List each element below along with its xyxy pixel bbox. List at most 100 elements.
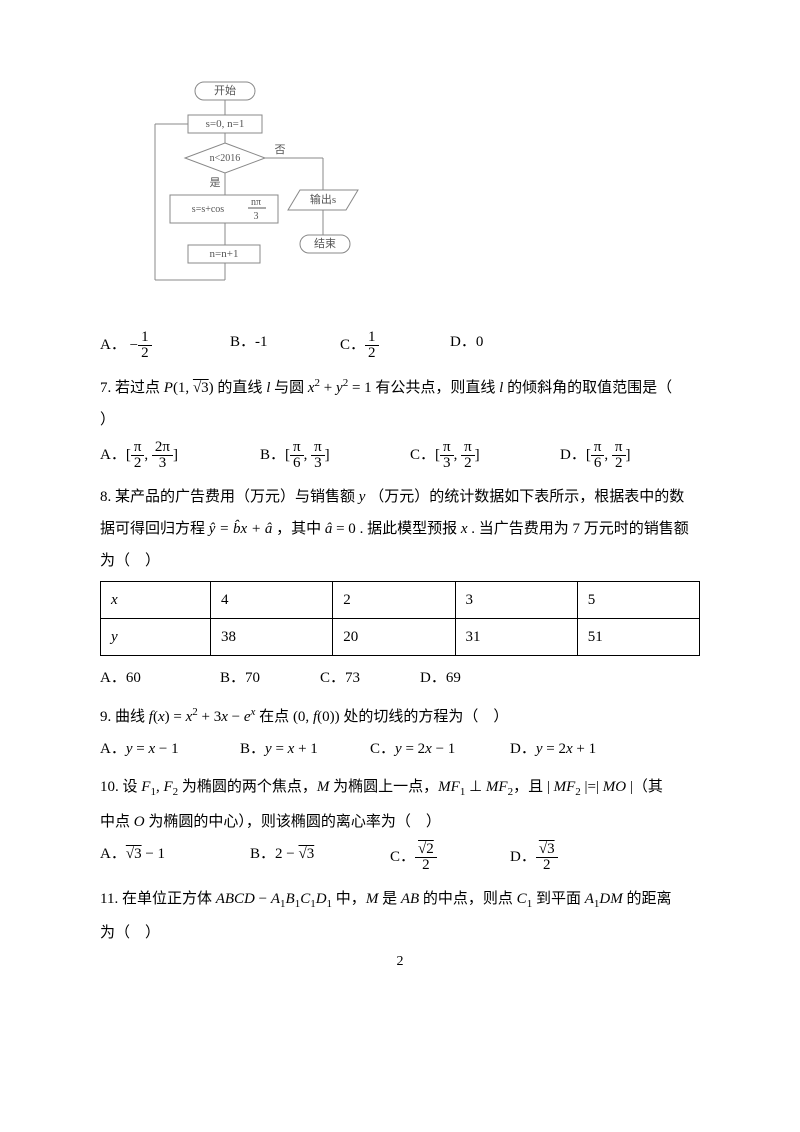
q6-a-label: A． bbox=[100, 337, 126, 353]
q7-t3: 与圆 bbox=[270, 380, 308, 396]
fc-end: 结束 bbox=[314, 237, 336, 250]
q11-m: M bbox=[366, 891, 379, 907]
q9-t1: 9. 曲线 bbox=[100, 709, 149, 725]
q10-c-label: C． bbox=[390, 849, 415, 865]
q10-line2: 中点 O 为椭圆的中心），则该椭圆的离心率为（ ） bbox=[100, 810, 700, 834]
q7-a-n2: 2π bbox=[152, 440, 173, 456]
q6-a-den: 2 bbox=[138, 346, 152, 361]
q8-t3: 据可得回归方程 bbox=[100, 521, 209, 537]
fc-body-num: nπ bbox=[251, 197, 261, 208]
q8-a: A．60 bbox=[100, 666, 220, 690]
fc-no: 否 bbox=[275, 144, 286, 156]
q8-line1: 8. 某产品的广告费用（万元）与销售额 y （万元）的统计数据如下表所示，根据表… bbox=[100, 485, 700, 509]
q6-c: C．12 bbox=[340, 330, 450, 361]
q8-table: x 4 2 3 5 y 38 20 31 51 bbox=[100, 581, 700, 656]
q9-stem: 9. 曲线 f(x) = x2 + 3x − ex 在点 (0, f(0)) 处… bbox=[100, 704, 700, 729]
cell: 31 bbox=[455, 619, 577, 656]
q7-c-d1: 3 bbox=[440, 456, 454, 471]
q9-a-label: A． bbox=[100, 741, 126, 757]
cell: 2 bbox=[333, 582, 455, 619]
q10-c-den: 2 bbox=[415, 858, 437, 873]
q6-a: A． −12 bbox=[100, 330, 230, 361]
q9-c-label: C． bbox=[370, 741, 395, 757]
q6-b-val: -1 bbox=[255, 334, 268, 350]
q9-t2: 在点 bbox=[255, 709, 293, 725]
q8-x: x bbox=[461, 521, 468, 537]
q7-c-label: C． bbox=[410, 447, 435, 463]
cell: 4 bbox=[211, 582, 333, 619]
q9-t3: 处的切线的方程为（ ） bbox=[340, 709, 509, 725]
q9-b: B．y = x + 1 bbox=[240, 737, 370, 761]
q10-t4: ，且 bbox=[513, 779, 547, 795]
q7-d-n1: π bbox=[591, 440, 605, 456]
q11-line1: 11. 在单位正方体 ABCD − A1B1C1D1 中，M 是 AB 的中点，… bbox=[100, 887, 700, 914]
q8-c: C．73 bbox=[320, 666, 420, 690]
q7-a: A．[π2, 2π3] bbox=[100, 440, 260, 471]
q7-b: B．[π6, π3] bbox=[260, 440, 410, 471]
q10-c: C．√22 bbox=[390, 842, 510, 873]
flowchart-diagram: 开始 s=0, n=1 n<2016 否 是 s=s+cos nπ 3 输出s … bbox=[140, 80, 700, 310]
q7-c-d2: 2 bbox=[461, 456, 475, 471]
q10-line1: 10. 设 F1, F2 为椭圆的两个焦点，M 为椭圆上一点，MF1 ⊥ MF2… bbox=[100, 775, 700, 802]
cell: 38 bbox=[211, 619, 333, 656]
q11-ab: AB bbox=[401, 891, 419, 907]
q7-b-n2: π bbox=[311, 440, 325, 456]
q9-d-label: D． bbox=[510, 741, 536, 757]
q8-line2: 据可得回归方程 ŷ = b̂x + â ，其中 â = 0 . 据此模型预报 x… bbox=[100, 517, 700, 541]
fc-init: s=0, n=1 bbox=[206, 118, 245, 130]
q6-d: D．0 bbox=[450, 330, 483, 361]
q8-t1: 8. 某产品的广告费用（万元）与销售额 bbox=[100, 489, 359, 505]
q10-d-label: D． bbox=[510, 849, 536, 865]
q11-line2: 为（ ） bbox=[100, 921, 700, 945]
q7-t4: 有公共点，则直线 bbox=[372, 380, 500, 396]
q6-c-den: 2 bbox=[365, 346, 379, 361]
flowchart-svg: 开始 s=0, n=1 n<2016 否 是 s=s+cos nπ 3 输出s … bbox=[140, 80, 360, 310]
q8-options: A．60 B．70 C．73 D．69 bbox=[100, 666, 700, 690]
q7-a-d2: 3 bbox=[152, 456, 173, 471]
q7-stem: 7. 若过点 P(1, √3) 的直线 l 与圆 x2 + y2 = 1 有公共… bbox=[100, 375, 700, 400]
q10-t2: 为椭圆的两个焦点， bbox=[178, 779, 317, 795]
q7-c: C．[π3, π2] bbox=[410, 440, 560, 471]
q9-c: C．y = 2x − 1 bbox=[370, 737, 510, 761]
q7-a-n1: π bbox=[131, 440, 145, 456]
q7-t2: 的直线 bbox=[214, 380, 267, 396]
q10-o: O bbox=[134, 814, 145, 830]
q8-t6: . 当广告费用为 7 万元时的销售额 bbox=[468, 521, 689, 537]
q8-t5: . 据此模型预报 bbox=[356, 521, 461, 537]
q10-options: A．√3 − 1 B．2 − √3 C．√22 D．√32 bbox=[100, 842, 700, 873]
q6-c-num: 1 bbox=[365, 330, 379, 346]
q6-b-label: B． bbox=[230, 334, 255, 350]
q11-t1: 11. 在单位正方体 bbox=[100, 891, 216, 907]
fc-body-den: 3 bbox=[254, 211, 259, 222]
cell: 5 bbox=[577, 582, 699, 619]
q10-b-label: B． bbox=[250, 846, 275, 862]
fc-incr: n=n+1 bbox=[210, 248, 239, 260]
q7-d-label: D． bbox=[560, 447, 586, 463]
q7-close: ） bbox=[100, 408, 700, 432]
q10-d-den: 2 bbox=[536, 858, 558, 873]
q11-t3: 是 bbox=[378, 891, 401, 907]
q6-d-label: D． bbox=[450, 334, 476, 350]
q9-options: A．y = x − 1 B．y = x + 1 C．y = 2x − 1 D．y… bbox=[100, 737, 700, 761]
q9-b-label: B． bbox=[240, 741, 265, 757]
q11-t2: 中， bbox=[332, 891, 366, 907]
q6-options: A． −12 B．-1 C．12 D．0 bbox=[100, 330, 700, 361]
q10-b: B．2 − √3 bbox=[250, 842, 390, 873]
col-x: x bbox=[101, 582, 211, 619]
cell: 3 bbox=[455, 582, 577, 619]
table-row: x 4 2 3 5 bbox=[101, 582, 700, 619]
q7-b-d2: 3 bbox=[311, 456, 325, 471]
q7-d-d1: 6 bbox=[591, 456, 605, 471]
q7-d-d2: 2 bbox=[612, 456, 626, 471]
q7-d-n2: π bbox=[612, 440, 626, 456]
q11-t6: 的距离 bbox=[623, 891, 672, 907]
q6-a-neg: − bbox=[130, 338, 138, 354]
q7-b-d1: 6 bbox=[290, 456, 304, 471]
q7-a-d1: 2 bbox=[131, 456, 145, 471]
fc-start: 开始 bbox=[214, 83, 236, 97]
q10-t1: 10. 设 bbox=[100, 779, 141, 795]
q8-t2: （万元）的统计数据如下表所示，根据表中的数 bbox=[365, 489, 684, 505]
q7-d: D．[π6, π2] bbox=[560, 440, 631, 471]
col-y: y bbox=[101, 619, 211, 656]
q6-d-val: 0 bbox=[476, 334, 484, 350]
